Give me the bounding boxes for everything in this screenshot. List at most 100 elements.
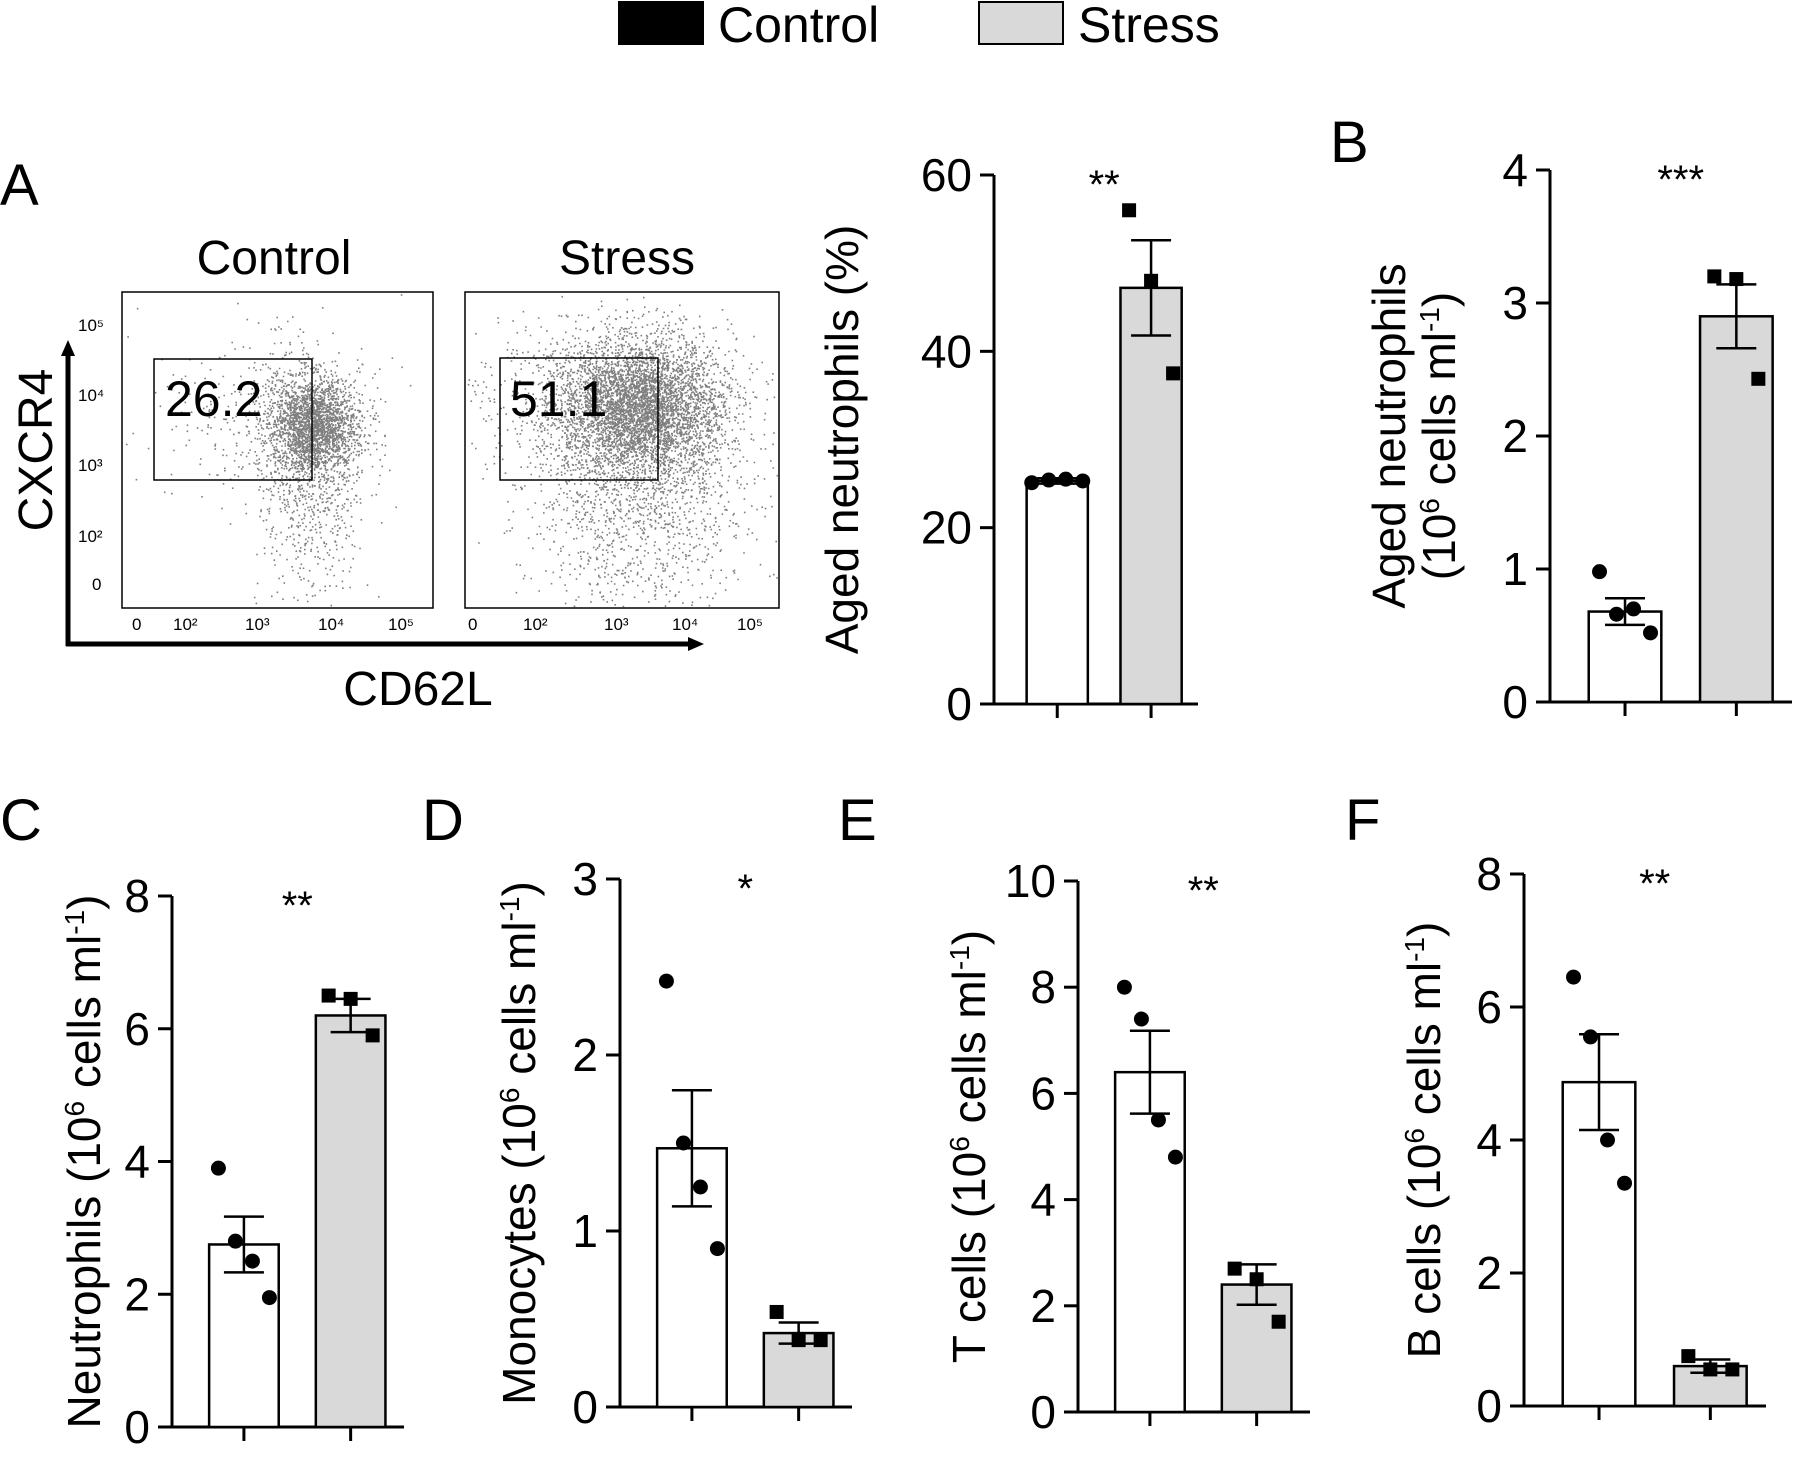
facs-x-label: CD62L: [343, 663, 492, 716]
data-point-stress: [321, 988, 336, 1003]
data-point-stress: [1144, 273, 1159, 288]
facs-gate-control: [153, 358, 313, 481]
data-point-stress: [1227, 1261, 1242, 1276]
y-tick-label: 8: [124, 870, 150, 922]
y-axis-title: B cells (106 cells ml-1): [1398, 922, 1450, 1359]
y-tick-label: 1: [1502, 543, 1528, 595]
y-tick-label: 3: [1502, 277, 1528, 329]
y-tick-label: 2: [1030, 1280, 1056, 1332]
y-tick-label: 10: [1005, 855, 1056, 907]
data-point-control: [227, 1233, 243, 1249]
y-axis-title: Aged neutrophils: [1363, 263, 1415, 608]
facs-ytick-control: 10⁵: [78, 316, 104, 335]
data-point-control: [1609, 606, 1625, 622]
facs-xtick-control: 10⁵: [388, 615, 414, 634]
y-tick-label: 20: [921, 502, 972, 554]
y-tick-label: 0: [124, 1401, 150, 1453]
data-point-control: [244, 1253, 260, 1269]
data-point-stress: [1681, 1349, 1696, 1364]
data-point-stress: [813, 1333, 828, 1348]
data-point-stress: [1707, 269, 1722, 284]
facs-dot-cloud: [478, 300, 779, 608]
data-point-control: [1626, 601, 1642, 617]
y-tick-label: 8: [1476, 848, 1502, 900]
y-axis-title: Monocytes (106 cells ml-1): [493, 881, 545, 1405]
facs-ytick-control: 10³: [78, 456, 103, 475]
data-point-control: [210, 1160, 226, 1176]
data-point-stress: [1729, 272, 1744, 287]
panel-letter: B: [1330, 110, 1369, 175]
data-point-control: [1116, 979, 1132, 995]
data-point-control: [1617, 1175, 1633, 1191]
y-tick-label: 4: [1476, 1114, 1502, 1166]
data-point-control: [1592, 564, 1608, 580]
data-point-control: [1167, 1149, 1183, 1165]
y-tick-label: 0: [1502, 676, 1528, 728]
data-point-stress: [1703, 1362, 1718, 1377]
facs-xtick-stress: 10⁵: [737, 615, 763, 634]
data-point-control: [1583, 1029, 1599, 1045]
facs-xtick-control: 10⁴: [318, 615, 344, 634]
data-point-control: [692, 1179, 708, 1195]
legend-control-swatch: [618, 1, 704, 45]
y-tick-label: 2: [124, 1268, 150, 1320]
data-point-stress: [1122, 203, 1137, 218]
facs-dot-cloud: [229, 328, 387, 513]
facs-dots-control: [126, 294, 412, 607]
data-point-control: [1133, 1011, 1149, 1027]
facs-dot-cloud: [467, 295, 766, 529]
facs-y-label: CXCR4: [10, 369, 63, 532]
panel-letter: E: [838, 788, 877, 853]
y-tick-label: 0: [1476, 1380, 1502, 1432]
data-point-stress: [1166, 366, 1181, 381]
y-tick-label: 60: [921, 149, 972, 201]
y-tick-label: 3: [572, 853, 598, 905]
facs-xtick-stress: 10³: [604, 615, 629, 634]
bar-control: [1025, 479, 1090, 706]
facs-ytick-control: 10²: [78, 527, 103, 546]
legend-stress-label: Stress: [1078, 0, 1220, 53]
facs-plot-title-stress: Stress: [559, 232, 695, 285]
data-point-stress: [365, 1028, 380, 1043]
significance-label: **: [1188, 869, 1219, 913]
data-point-control: [1058, 471, 1074, 487]
y-tick-label: 0: [946, 678, 972, 730]
y-tick-label: 6: [1030, 1067, 1056, 1119]
facs-gate-stress: [499, 357, 659, 481]
y-tick-label: 6: [1476, 981, 1502, 1033]
significance-label: ***: [1657, 158, 1704, 202]
bar-stress: [314, 1014, 387, 1429]
data-point-stress: [1751, 371, 1766, 386]
data-point-stress: [1725, 1362, 1740, 1377]
facs-ytick-control: 0: [92, 575, 101, 594]
bar-stress: [1119, 286, 1183, 706]
data-point-control: [1600, 1132, 1616, 1148]
y-axis-title: Aged neutrophils (%): [816, 225, 868, 655]
y-tick-label: 2: [1476, 1247, 1502, 1299]
facs-dot-cloud: [229, 307, 403, 607]
y-axis-title: T cells (106 cells ml-1): [943, 930, 995, 1363]
panel-letter-a: A: [0, 153, 39, 218]
y-tick-label: 4: [1502, 144, 1528, 196]
significance-label: **: [1089, 163, 1120, 207]
chart-panel-e: E 0 2 4 6 8 10T cells (106 cells ml-1) **: [838, 788, 1310, 1438]
y-tick-label: 1: [572, 1205, 598, 1257]
data-point-control: [1041, 472, 1057, 488]
facs-xtick-control: 0: [132, 615, 141, 634]
facs-xtick-control: 10²: [173, 615, 198, 634]
y-tick-label: 2: [572, 1029, 598, 1081]
facs-panel: A Control Stress 26.2 51.1 10⁵ 10⁴ 10³ 1…: [0, 153, 780, 716]
facs-xtick-stress: 0: [468, 615, 477, 634]
facs-x-arrow-head: [688, 637, 704, 651]
chart-panel-b: B 0 1 2 3 4 Aged neutrophils(106 cells ml-1) **…: [1330, 110, 1792, 728]
data-point-stress: [791, 1333, 806, 1348]
significance-label: *: [737, 867, 753, 911]
y-tick-label: 4: [124, 1136, 150, 1188]
chart-panel-a_pct: 0 20 40 60 Aged neutrophils (%) **: [816, 149, 1198, 730]
data-point-control: [658, 973, 674, 989]
data-point-control: [1643, 625, 1659, 641]
y-tick-label: 6: [124, 1003, 150, 1055]
facs-gate-value-control: 26.2: [165, 371, 262, 427]
bar-control: [1561, 1080, 1637, 1408]
